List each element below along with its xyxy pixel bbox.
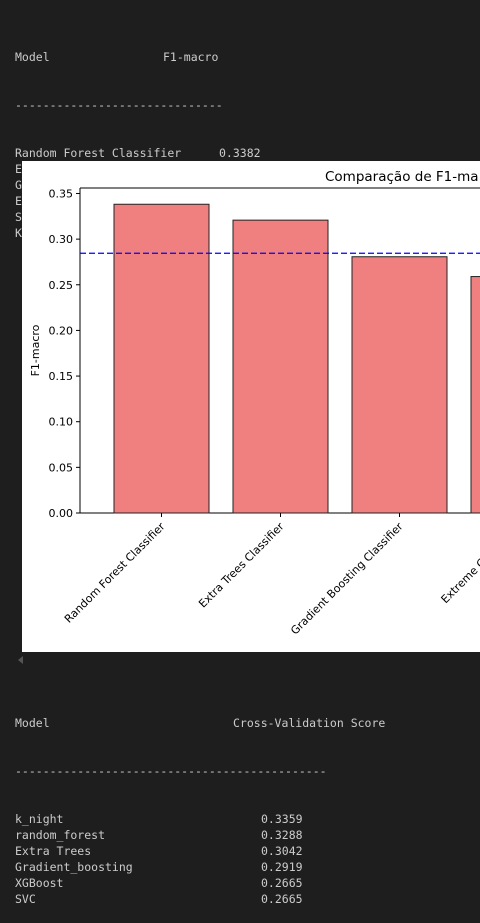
scroll-left-icon[interactable] bbox=[18, 656, 23, 664]
row-score: 0.3288 bbox=[261, 828, 303, 842]
y-tick-label: 0.00 bbox=[49, 507, 74, 520]
table-separator: ----------------------------------------… bbox=[15, 764, 327, 778]
table-separator: ------------------------------ bbox=[15, 98, 223, 112]
bar bbox=[470, 276, 480, 514]
bar bbox=[351, 256, 448, 514]
row-score: 0.2919 bbox=[261, 860, 303, 874]
y-tick-label: 0.20 bbox=[49, 324, 74, 337]
x-tick-label: Gradient Boosting Classifier bbox=[288, 520, 406, 638]
table-row: XGBoost 0.2665 bbox=[15, 875, 327, 891]
x-tick-label: Extreme Gradient B bbox=[439, 520, 480, 606]
row-score: 0.2665 bbox=[261, 892, 303, 906]
header-model: Model bbox=[15, 50, 50, 64]
bar-chart: Comparação de F1-ma 0.00 0.05 0.10 0.15 0.20 0… bbox=[29, 169, 480, 638]
table-row: Gradient_boosting 0.2919 bbox=[15, 859, 327, 875]
header-f1-macro: F1-macro bbox=[163, 50, 219, 64]
y-tick-label: 0.05 bbox=[49, 461, 74, 474]
y-tick-label: 0.25 bbox=[49, 279, 74, 292]
row-score: 0.3359 bbox=[261, 812, 303, 826]
bar-chart-figure: Comparação de F1-ma 0.00 0.05 0.10 0.15 0.20 0… bbox=[22, 161, 480, 652]
table-row: Random Forest Classifier 0.3382 bbox=[15, 145, 261, 161]
row-score: 0.3382 bbox=[219, 146, 261, 160]
row-model: SVC bbox=[15, 892, 36, 906]
row-score: 0.2665 bbox=[261, 876, 303, 890]
chart-title: Comparação de F1-ma bbox=[325, 169, 479, 185]
table-row: k_night 0.3359 bbox=[15, 811, 327, 827]
table-row: SVC 0.2665 bbox=[15, 891, 327, 907]
table-header: Model Cross-Validation Score bbox=[15, 715, 385, 731]
row-score: 0.3042 bbox=[261, 844, 303, 858]
y-tick-label: 0.30 bbox=[49, 233, 74, 246]
row-model: random_forest bbox=[15, 828, 106, 842]
output-cv-table: Model Cross-Validation Score -----------… bbox=[15, 683, 385, 923]
x-tick-label: Random Forest Classifier bbox=[62, 520, 168, 626]
x-tick-label: Extra Trees Classifier bbox=[196, 520, 287, 611]
row-model: Random Forest Classifier bbox=[15, 146, 182, 160]
y-axis-label: F1-macro bbox=[29, 324, 42, 376]
table-row: Extra Trees 0.3042 bbox=[15, 843, 327, 859]
bar bbox=[113, 203, 210, 514]
row-model: XGBoost bbox=[15, 876, 64, 890]
row-model: k_night bbox=[15, 812, 64, 826]
y-tick-label: 0.10 bbox=[49, 416, 74, 429]
bar bbox=[232, 219, 329, 514]
header-model: Model bbox=[15, 716, 50, 730]
table-header: Model F1-macro bbox=[15, 49, 223, 65]
header-cv-score: Cross-Validation Score bbox=[233, 716, 386, 730]
table-row: random_forest 0.3288 bbox=[15, 827, 327, 843]
y-tick-label: 0.35 bbox=[49, 187, 74, 200]
y-tick-label: 0.15 bbox=[49, 370, 74, 383]
row-model: Extra Trees bbox=[15, 844, 92, 858]
row-model: Gradient_boosting bbox=[15, 860, 133, 874]
